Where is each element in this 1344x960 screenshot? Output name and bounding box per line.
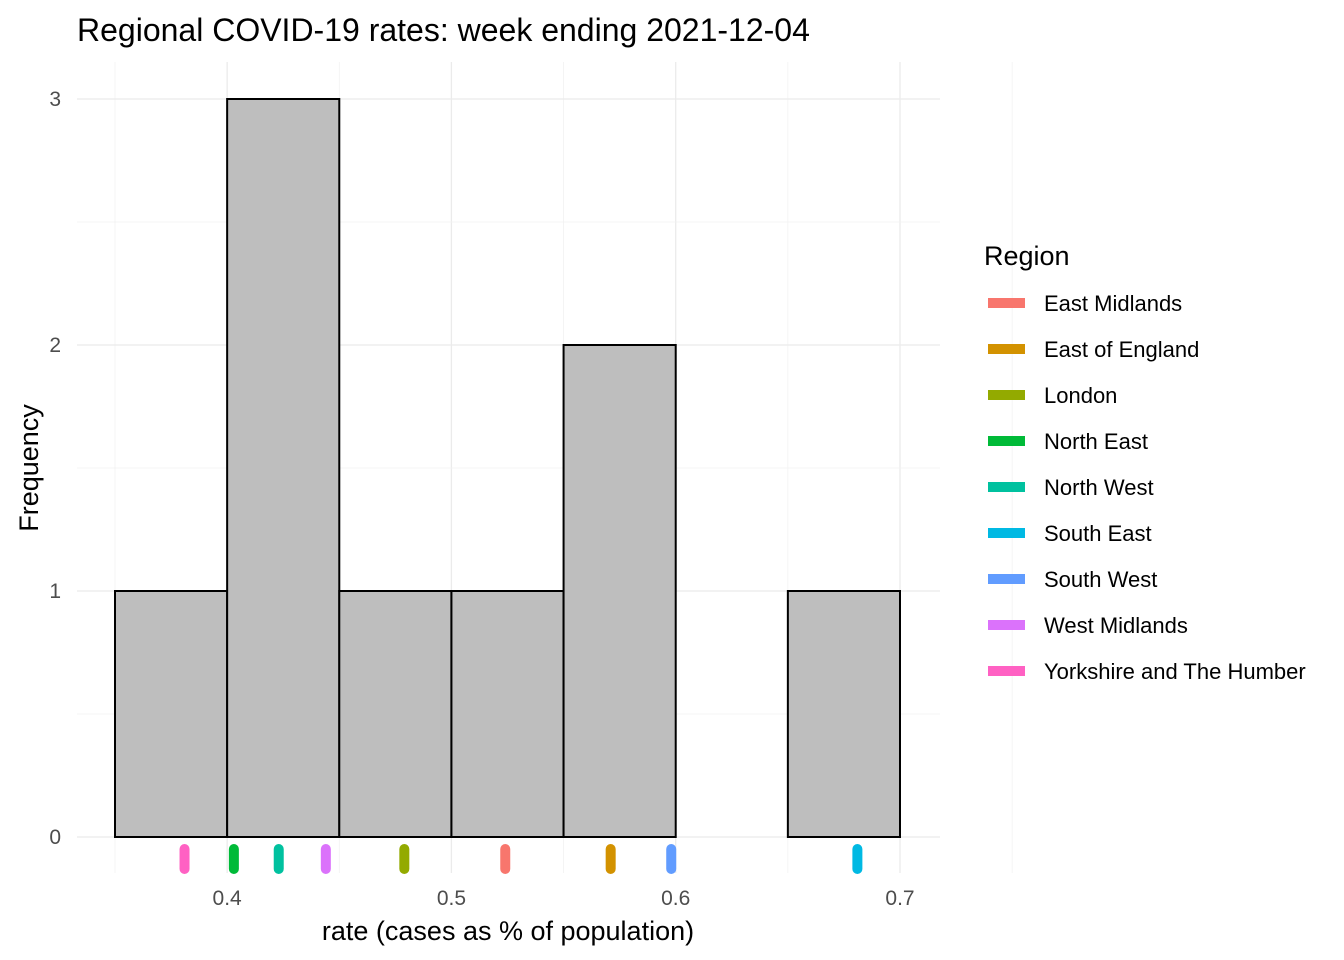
chart-title: Regional COVID-19 rates: week ending 202… [77,12,810,48]
legend-label: London [1044,383,1117,408]
y-axis-title: Frequency [14,404,44,532]
legend-item: West Midlands [988,613,1188,638]
legend: East Midlands East of England London North … [988,291,1306,684]
legend-item: Yorkshire and The Humber [988,659,1306,684]
legend-label: Yorkshire and The Humber [1044,659,1306,684]
legend-item: North West [988,475,1154,500]
y-tick-label: 1 [49,580,61,603]
legend-item: East Midlands [988,291,1182,316]
legend-swatch [988,620,1025,630]
x-axis-title: rate (cases as % of population) [322,916,694,946]
histogram-bar [786,590,901,838]
legend-item: East of England [988,337,1199,362]
legend-swatch [988,482,1025,492]
y-axis-ticks: 0 1 2 3 [49,88,61,849]
y-tick-label: 3 [49,88,61,111]
legend-swatch [988,666,1025,676]
x-tick-label: 0.4 [213,887,243,910]
legend-item: South East [988,521,1152,546]
legend-label: North West [1044,475,1154,500]
legend-swatch [988,390,1025,400]
legend-label: East of England [1044,337,1199,362]
legend-swatch [988,298,1025,308]
legend-label: South West [1044,567,1157,592]
histogram-bar [226,98,341,838]
rug-marks [179,844,863,874]
legend-label: West Midlands [1044,613,1188,638]
histogram-bars [114,98,901,838]
y-tick-label: 2 [49,334,61,357]
legend-item: South West [988,567,1157,592]
legend-item: London [988,383,1117,408]
histogram-bar [450,590,565,838]
legend-title: Region [984,241,1070,271]
legend-label: South East [1044,521,1152,546]
histogram-bar [114,590,229,838]
legend-label: North East [1044,429,1148,454]
legend-swatch [988,436,1025,446]
legend-swatch [988,574,1025,584]
x-tick-label: 0.5 [437,887,466,910]
legend-swatch [988,528,1025,538]
y-tick-label: 0 [49,826,61,849]
x-tick-label: 0.7 [885,887,914,910]
histogram-bar [338,590,453,838]
legend-swatch [988,344,1025,354]
histogram-bar [562,344,677,838]
x-tick-label: 0.6 [661,887,690,910]
x-axis-ticks: 0.4 0.5 0.6 0.7 [213,887,915,910]
legend-item: North East [988,429,1148,454]
legend-label: East Midlands [1044,291,1182,316]
